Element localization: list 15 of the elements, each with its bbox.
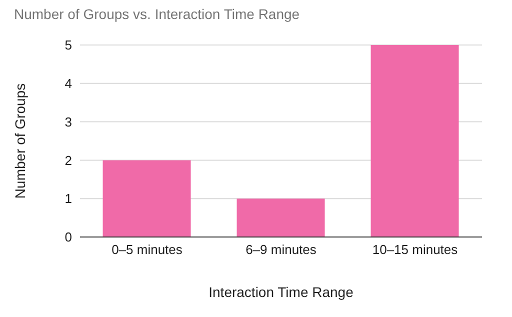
y-tick-label: 4 bbox=[64, 76, 72, 92]
bar bbox=[236, 198, 325, 237]
bar bbox=[370, 45, 459, 237]
y-tick-label: 0 bbox=[64, 230, 72, 245]
x-tick-label: 6–9 minutes bbox=[246, 242, 317, 258]
x-axis-title: Interaction Time Range bbox=[208, 284, 354, 300]
y-tick-label: 3 bbox=[64, 114, 72, 130]
y-tick-label: 5 bbox=[64, 38, 72, 53]
chart-title: Number of Groups vs. Interaction Time Range bbox=[14, 6, 300, 22]
x-tick-label: 0–5 minutes bbox=[112, 242, 183, 258]
y-tick-label: 2 bbox=[64, 152, 72, 168]
x-tick-label: 10–15 minutes bbox=[372, 242, 458, 258]
bar bbox=[102, 160, 191, 237]
y-tick-label: 1 bbox=[64, 191, 72, 206]
y-axis-title: Number of Groups bbox=[12, 83, 28, 199]
